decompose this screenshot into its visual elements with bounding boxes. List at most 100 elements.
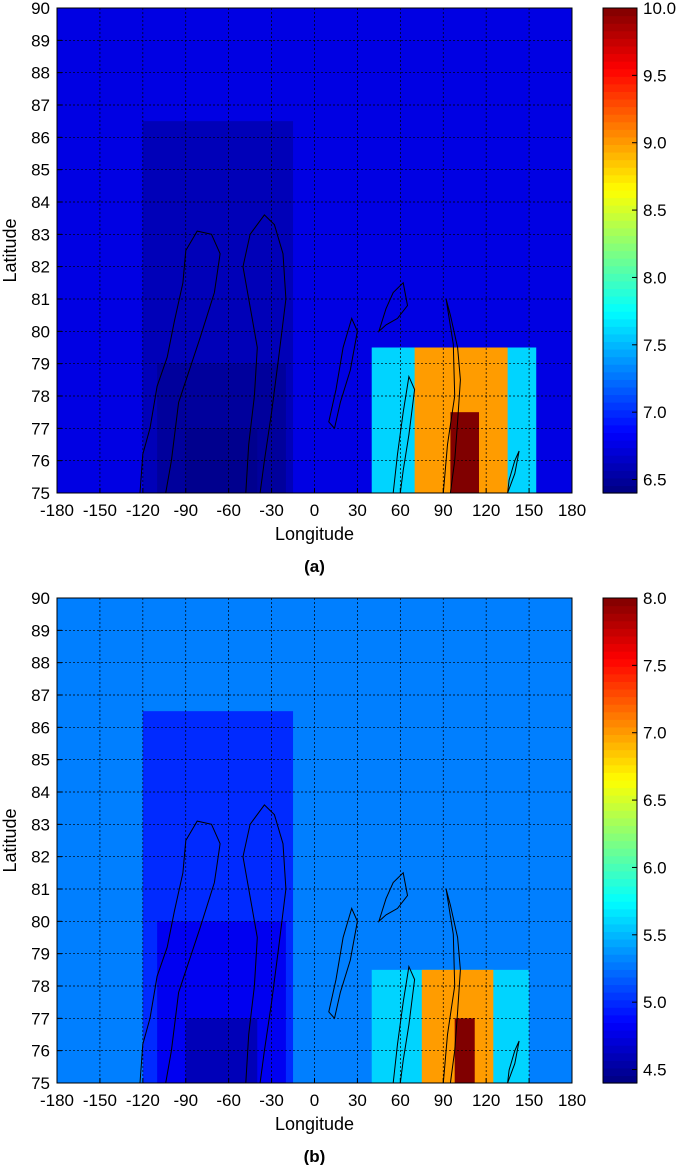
coastline-6 — [507, 1040, 520, 1084]
y-tick-label: 78 — [31, 387, 50, 406]
colorbar-segment — [603, 326, 637, 335]
colorbar-segment — [603, 923, 637, 933]
coastline-1 — [242, 804, 287, 1084]
colorbar-segment — [603, 462, 637, 471]
y-tick-label: 85 — [31, 161, 50, 180]
colorbar-border — [602, 7, 638, 494]
colorbar-segment — [603, 764, 637, 773]
colorbar-segment — [603, 946, 637, 955]
x-tick-label: 90 — [434, 501, 453, 520]
colorbar-segment — [603, 242, 637, 252]
colorbar: 6.5 7.0 7.5 8.0 8.5 9.0 9.5 10.0 — [602, 0, 676, 494]
colorbar-segment — [603, 83, 637, 92]
colorbar-segment — [603, 129, 637, 138]
heatmap-cell-region-5 — [454, 1018, 475, 1083]
colorbar-segment — [603, 477, 637, 487]
chart-panel-a: -180 -150 -120 -90 -60 -30 0 30 60 90 120 150 180 75 7… — [0, 0, 676, 576]
colorbar-segment — [603, 151, 637, 161]
colorbar-segment — [603, 840, 637, 849]
x-tick-label: 0 — [310, 1091, 319, 1110]
colorbar-segment — [603, 205, 637, 214]
y-tick-label: 86 — [31, 128, 50, 147]
colorbar-border — [602, 597, 638, 1084]
colorbar-segment — [603, 734, 637, 743]
y-tick-label: 79 — [31, 945, 50, 964]
x-tick-label: 180 — [558, 501, 586, 520]
colorbar-segment — [603, 91, 637, 100]
x-axis-label: Longitude — [275, 1114, 354, 1134]
colorbar-segment — [603, 409, 637, 418]
colorbar-segment — [603, 439, 637, 449]
colorbar-segment — [603, 795, 637, 804]
colorbar-tick-label: 8.0 — [643, 589, 667, 608]
colorbar-segment — [603, 976, 637, 986]
y-tick-label: 81 — [31, 290, 50, 309]
colorbar-segment — [603, 341, 637, 350]
colorbar-segment — [603, 311, 637, 320]
colorbar-segment — [603, 386, 637, 396]
colorbar-segment — [603, 417, 637, 426]
colorbar-segment — [603, 613, 637, 622]
x-tick-label: -90 — [173, 1091, 198, 1110]
coastline-4 — [392, 964, 416, 1084]
colorbar-segment — [603, 931, 637, 940]
colorbar-segment — [603, 1052, 637, 1061]
colorbar-tick-label: 7.5 — [643, 656, 667, 675]
coastline-3 — [377, 281, 409, 333]
colorbar-segment — [603, 23, 637, 32]
colorbar-segment — [603, 939, 637, 948]
panel-caption: (a) — [304, 557, 325, 576]
colorbar-segment — [603, 30, 637, 39]
colorbar-segment — [603, 628, 637, 637]
colorbar-segment — [603, 802, 637, 811]
colorbar-segment — [603, 167, 637, 176]
colorbar-segment — [603, 432, 637, 441]
colorbar-segment — [603, 76, 637, 85]
colorbar-segment — [603, 303, 637, 312]
colorbar-segment — [603, 349, 637, 358]
y-tick-label: 80 — [31, 322, 50, 341]
colorbar-segment — [603, 681, 637, 690]
colorbar-segment — [603, 68, 637, 77]
colorbar-segment — [603, 666, 637, 675]
x-tick-label: -90 — [173, 501, 198, 520]
colorbar-segment — [603, 901, 637, 910]
colorbar-segment — [603, 961, 637, 970]
x-tick-label: 120 — [472, 501, 500, 520]
colorbar-segment — [603, 855, 637, 864]
colorbar-tick-label: 9.5 — [643, 66, 667, 85]
colorbar-segment — [603, 250, 637, 259]
colorbar-segment — [603, 273, 637, 282]
colorbar: 4.5 5.0 5.5 6.0 6.5 7.0 7.5 8.0 — [602, 589, 667, 1084]
colorbar-segment — [603, 620, 637, 629]
colorbar-segment — [603, 719, 637, 728]
colorbar-segment — [603, 485, 637, 494]
colorbar-segment — [603, 696, 637, 705]
colorbar-segment — [603, 878, 637, 887]
y-tick-label: 76 — [31, 1042, 50, 1061]
colorbar-segment — [603, 658, 637, 667]
y-tick-label: 87 — [31, 686, 50, 705]
colorbar-segment — [603, 121, 637, 130]
colorbar-segment — [603, 908, 637, 917]
colorbar-segment — [603, 711, 637, 720]
x-tick-label: 30 — [348, 501, 367, 520]
colorbar-segment — [603, 741, 637, 751]
colorbar-segment — [603, 424, 637, 433]
colorbar-segment — [603, 159, 637, 168]
colorbar-segment — [603, 673, 637, 682]
colorbar-segment — [603, 197, 637, 206]
colorbar-segment — [603, 136, 637, 146]
y-tick-label: 81 — [31, 880, 50, 899]
colorbar-segment — [603, 1029, 637, 1039]
y-tick-label: 90 — [31, 589, 50, 608]
colorbar-segment — [603, 1045, 637, 1054]
colorbar-segment — [603, 1037, 637, 1046]
colorbar-segment — [603, 220, 637, 229]
colorbar-segment — [603, 870, 637, 879]
colorbar-segment — [603, 643, 637, 652]
colorbar-segment — [603, 598, 637, 607]
y-tick-label: 78 — [31, 977, 50, 996]
colorbar-segment — [603, 848, 637, 857]
